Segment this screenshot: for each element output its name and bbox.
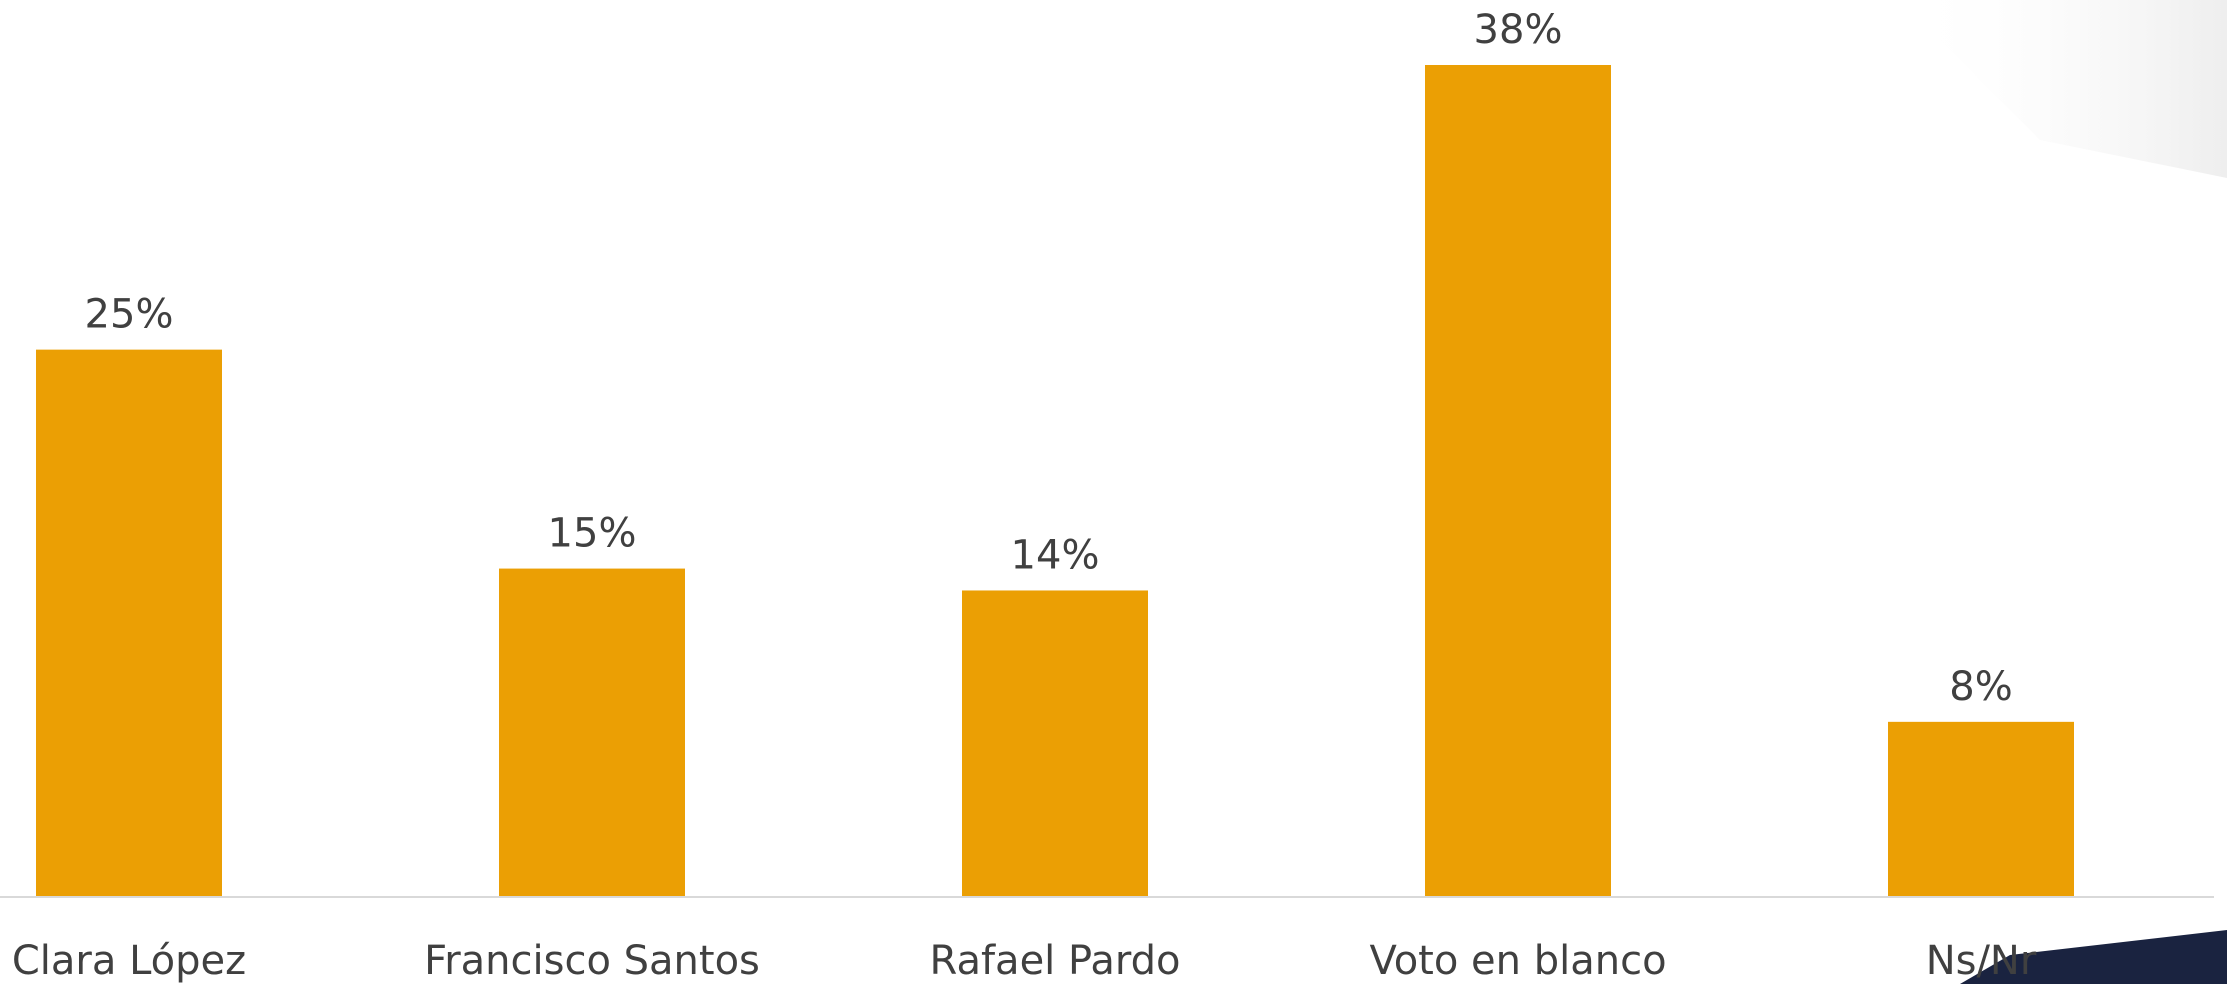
- category-label-3: Voto en blanco: [1369, 938, 1666, 984]
- bar-3: [1425, 65, 1611, 897]
- category-label-1: Francisco Santos: [424, 938, 760, 984]
- category-label-4: Ns/Nr: [1926, 938, 2037, 984]
- bar-4: [1888, 721, 2074, 897]
- data-label-2: 14%: [1011, 532, 1100, 578]
- data-label-1: 15%: [548, 511, 637, 557]
- bar-0: [36, 349, 222, 897]
- bar-1: [499, 568, 685, 897]
- value-labels-layer: 25% 15% 14% 38% 8%: [85, 7, 2013, 710]
- data-label-3: 38%: [1474, 7, 1563, 53]
- category-label-2: Rafael Pardo: [930, 938, 1181, 984]
- data-label-4: 8%: [1949, 664, 2012, 710]
- category-label-0: Clara López: [12, 938, 246, 984]
- bar-2: [962, 590, 1148, 897]
- decorative-corner-top-right: [1900, 0, 2227, 178]
- data-label-0: 25%: [85, 292, 174, 338]
- decorative-corner-bottom-right: [1960, 930, 2227, 984]
- bars-layer: [36, 65, 2074, 897]
- category-labels-layer: Clara López Francisco Santos Rafael Pardo V…: [12, 938, 2037, 984]
